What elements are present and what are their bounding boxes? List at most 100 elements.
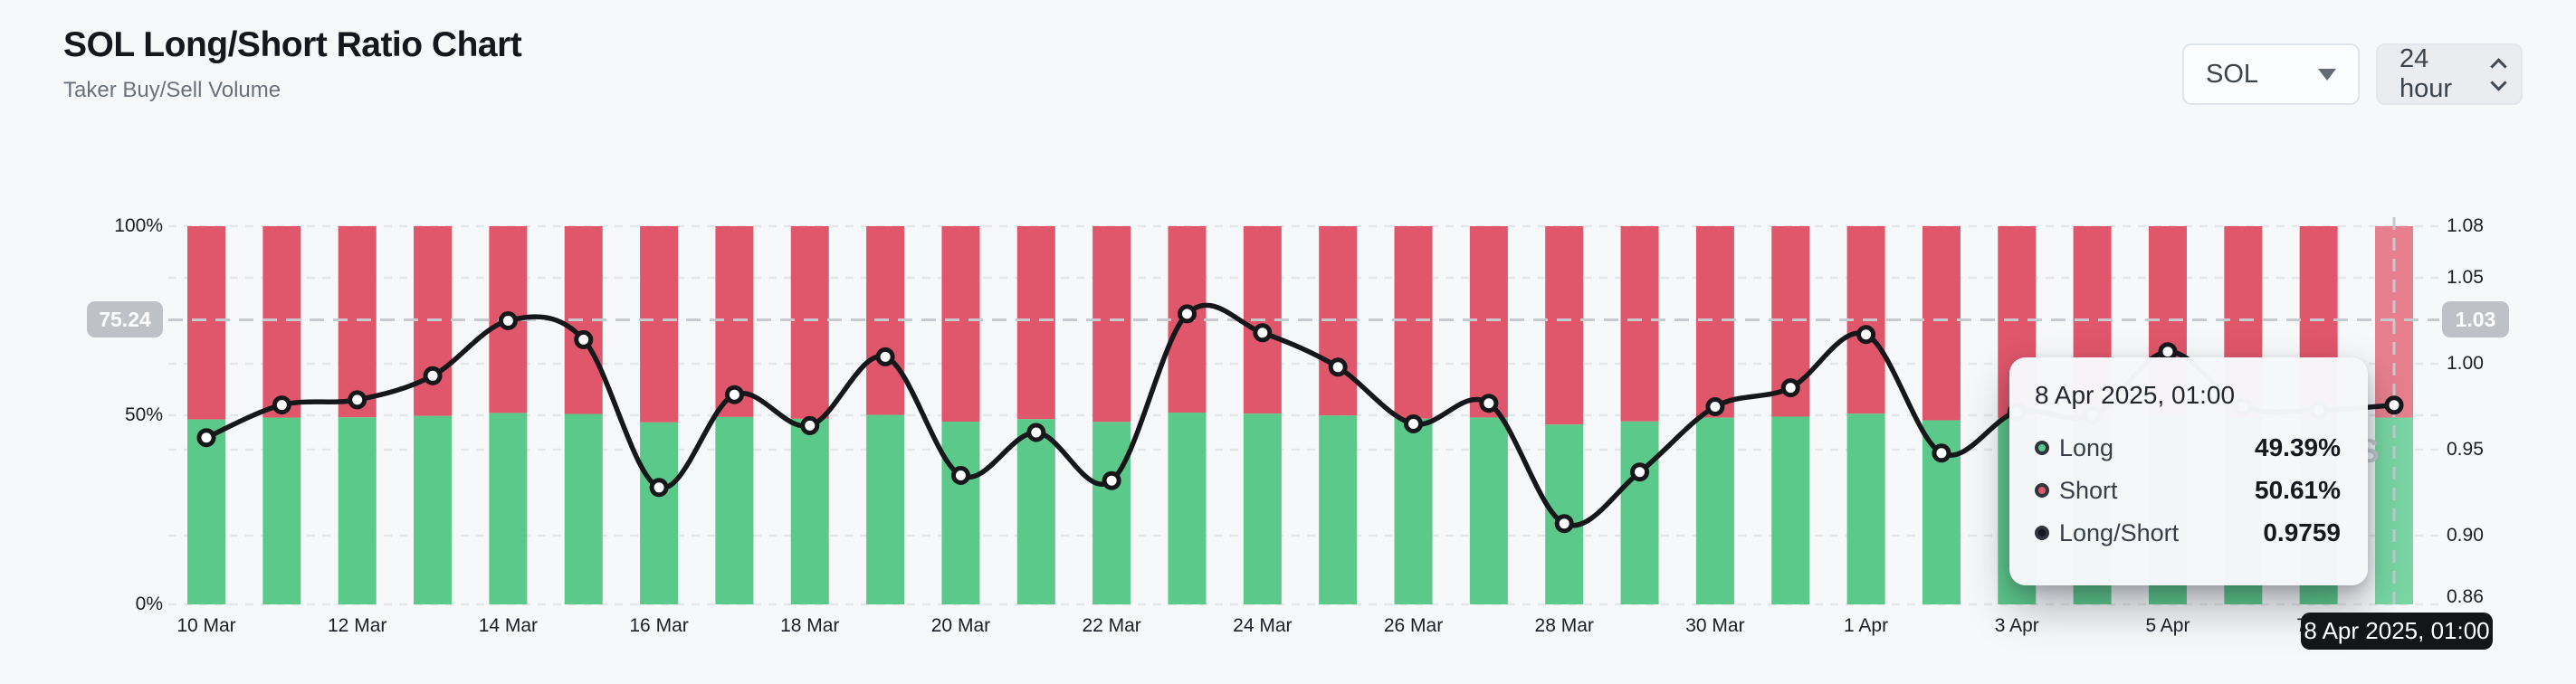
short-bar[interactable]	[262, 226, 301, 418]
long-bar[interactable]	[1243, 413, 1282, 604]
crosshair-right-badge: 1.03	[2442, 301, 2509, 337]
long-bar[interactable]	[1319, 415, 1358, 604]
x-axis-tick: 3 Apr	[1994, 615, 2039, 636]
long-bar[interactable]	[1168, 413, 1207, 604]
y-axis-right-tick: 1.00	[2447, 353, 2484, 374]
data-point-marker[interactable]	[649, 478, 669, 498]
interval-select[interactable]: 24 hour	[2376, 43, 2523, 105]
long-bar[interactable]	[1695, 417, 1734, 604]
data-point-marker[interactable]	[1253, 323, 1273, 343]
tooltip-row: Long/Short 0.9759	[2035, 518, 2341, 547]
data-point-marker[interactable]	[1102, 470, 1121, 490]
short-bar[interactable]	[1545, 226, 1584, 425]
tooltip-row-label: Long/Short	[2059, 518, 2180, 546]
data-point-marker[interactable]	[1328, 357, 1348, 377]
data-point-marker[interactable]	[498, 311, 518, 330]
x-axis-tick: 22 Mar	[1082, 615, 1141, 636]
short-bar[interactable]	[338, 226, 377, 418]
tooltip-row: Long 49.39%	[2035, 433, 2341, 462]
long-bar[interactable]	[187, 419, 225, 604]
data-point-marker[interactable]	[574, 329, 594, 349]
short-bar[interactable]	[1469, 226, 1508, 418]
x-axis-tick: 1 Apr	[1844, 615, 1889, 636]
x-axis-tick: 30 Mar	[1685, 615, 1745, 636]
data-point-marker[interactable]	[423, 366, 443, 385]
short-bar[interactable]	[1922, 226, 1961, 421]
data-point-marker[interactable]	[950, 466, 970, 485]
x-axis-tick: 28 Mar	[1534, 615, 1594, 636]
data-point-marker[interactable]	[1705, 397, 1725, 416]
long-bar[interactable]	[866, 414, 905, 604]
short-bar[interactable]	[790, 226, 829, 419]
short-bar[interactable]	[1695, 226, 1734, 418]
x-axis-tick: 20 Mar	[930, 615, 991, 636]
crosshair-date-pill: 8 Apr 2025, 01:00	[2301, 613, 2493, 650]
long-bar[interactable]	[564, 413, 603, 604]
long-bar[interactable]	[640, 422, 679, 604]
y-axis-left-tick: 50%	[124, 404, 163, 425]
tooltip-row-label: Short	[2059, 476, 2118, 504]
short-bar[interactable]	[1016, 226, 1055, 420]
symbol-select-value: SOL	[2206, 59, 2259, 89]
data-point-marker[interactable]	[348, 390, 367, 410]
x-axis-tick: 12 Mar	[328, 615, 387, 636]
tooltip-date: 8 Apr 2025, 01:00	[2035, 381, 2236, 409]
data-point-marker[interactable]	[2384, 395, 2404, 415]
x-axis-tick: 5 Apr	[2145, 615, 2190, 636]
long-bar[interactable]	[489, 413, 528, 604]
long-bar[interactable]	[262, 417, 301, 604]
crosshair-left-badge: 75.24	[87, 301, 163, 337]
data-point-marker[interactable]	[1026, 423, 1046, 442]
y-axis-right-tick: 0.90	[2447, 525, 2484, 546]
x-axis-tick: 16 Mar	[629, 615, 689, 636]
x-axis-tick: 18 Mar	[780, 615, 840, 636]
page-subtitle: Taker Buy/Sell Volume	[63, 78, 281, 102]
data-point-marker[interactable]	[724, 385, 744, 404]
long-bar[interactable]	[1092, 422, 1131, 604]
data-point-marker[interactable]	[1932, 443, 1951, 463]
data-point-marker[interactable]	[272, 395, 291, 415]
tooltip-row: Short 50.61%	[2035, 476, 2341, 505]
data-point-marker[interactable]	[1479, 394, 1499, 413]
short-bar[interactable]	[187, 226, 225, 420]
data-point-marker[interactable]	[1856, 325, 1876, 345]
long-bar[interactable]	[1016, 419, 1055, 604]
data-point-marker[interactable]	[1554, 514, 1574, 534]
data-point-marker[interactable]	[800, 415, 820, 435]
x-axis-tick: 10 Mar	[177, 615, 236, 636]
long-bar[interactable]	[338, 417, 377, 604]
long-bar[interactable]	[1394, 418, 1433, 604]
long-short-ratio-line	[204, 302, 2397, 528]
series-color-dot-icon	[2035, 441, 2049, 455]
long-bar[interactable]	[941, 422, 980, 604]
x-axis-tick: 26 Mar	[1383, 615, 1444, 636]
data-point-marker[interactable]	[875, 347, 895, 366]
data-point-marker[interactable]	[1404, 414, 1424, 433]
long-bar[interactable]	[715, 416, 754, 604]
data-point-marker[interactable]	[1630, 462, 1650, 482]
short-bar[interactable]	[1092, 226, 1131, 423]
long-bar[interactable]	[1771, 416, 1810, 604]
short-bar[interactable]	[1394, 226, 1433, 419]
chart-tooltip: 8 Apr 2025, 01:00 Long 49.39% Short 50.61% L…	[2009, 357, 2368, 585]
tooltip-row-value: 49.39%	[2255, 433, 2341, 461]
y-axis-right-tick: 0.95	[2447, 439, 2484, 460]
data-point-marker[interactable]	[1780, 378, 1800, 398]
short-bar[interactable]	[1620, 226, 1659, 422]
short-bar[interactable]	[941, 226, 980, 423]
long-bar[interactable]	[1469, 417, 1508, 604]
y-axis-left-tick: 0%	[135, 594, 163, 614]
symbol-select[interactable]: SOL	[2182, 43, 2360, 105]
x-axis-tick: 24 Mar	[1233, 615, 1293, 636]
y-axis-left-tick: 100%	[114, 215, 163, 236]
long-bar[interactable]	[1846, 413, 1885, 604]
data-point-marker[interactable]	[196, 428, 216, 448]
data-point-marker[interactable]	[1177, 304, 1197, 324]
long-bar[interactable]	[790, 418, 829, 604]
short-bar[interactable]	[640, 226, 679, 423]
tooltip-row-value: 0.9759	[2263, 518, 2341, 546]
series-color-dot-icon	[2035, 526, 2049, 540]
page-title: SOL Long/Short Ratio Chart	[63, 25, 522, 64]
long-bar[interactable]	[1620, 421, 1659, 604]
long-bar[interactable]	[414, 415, 453, 604]
